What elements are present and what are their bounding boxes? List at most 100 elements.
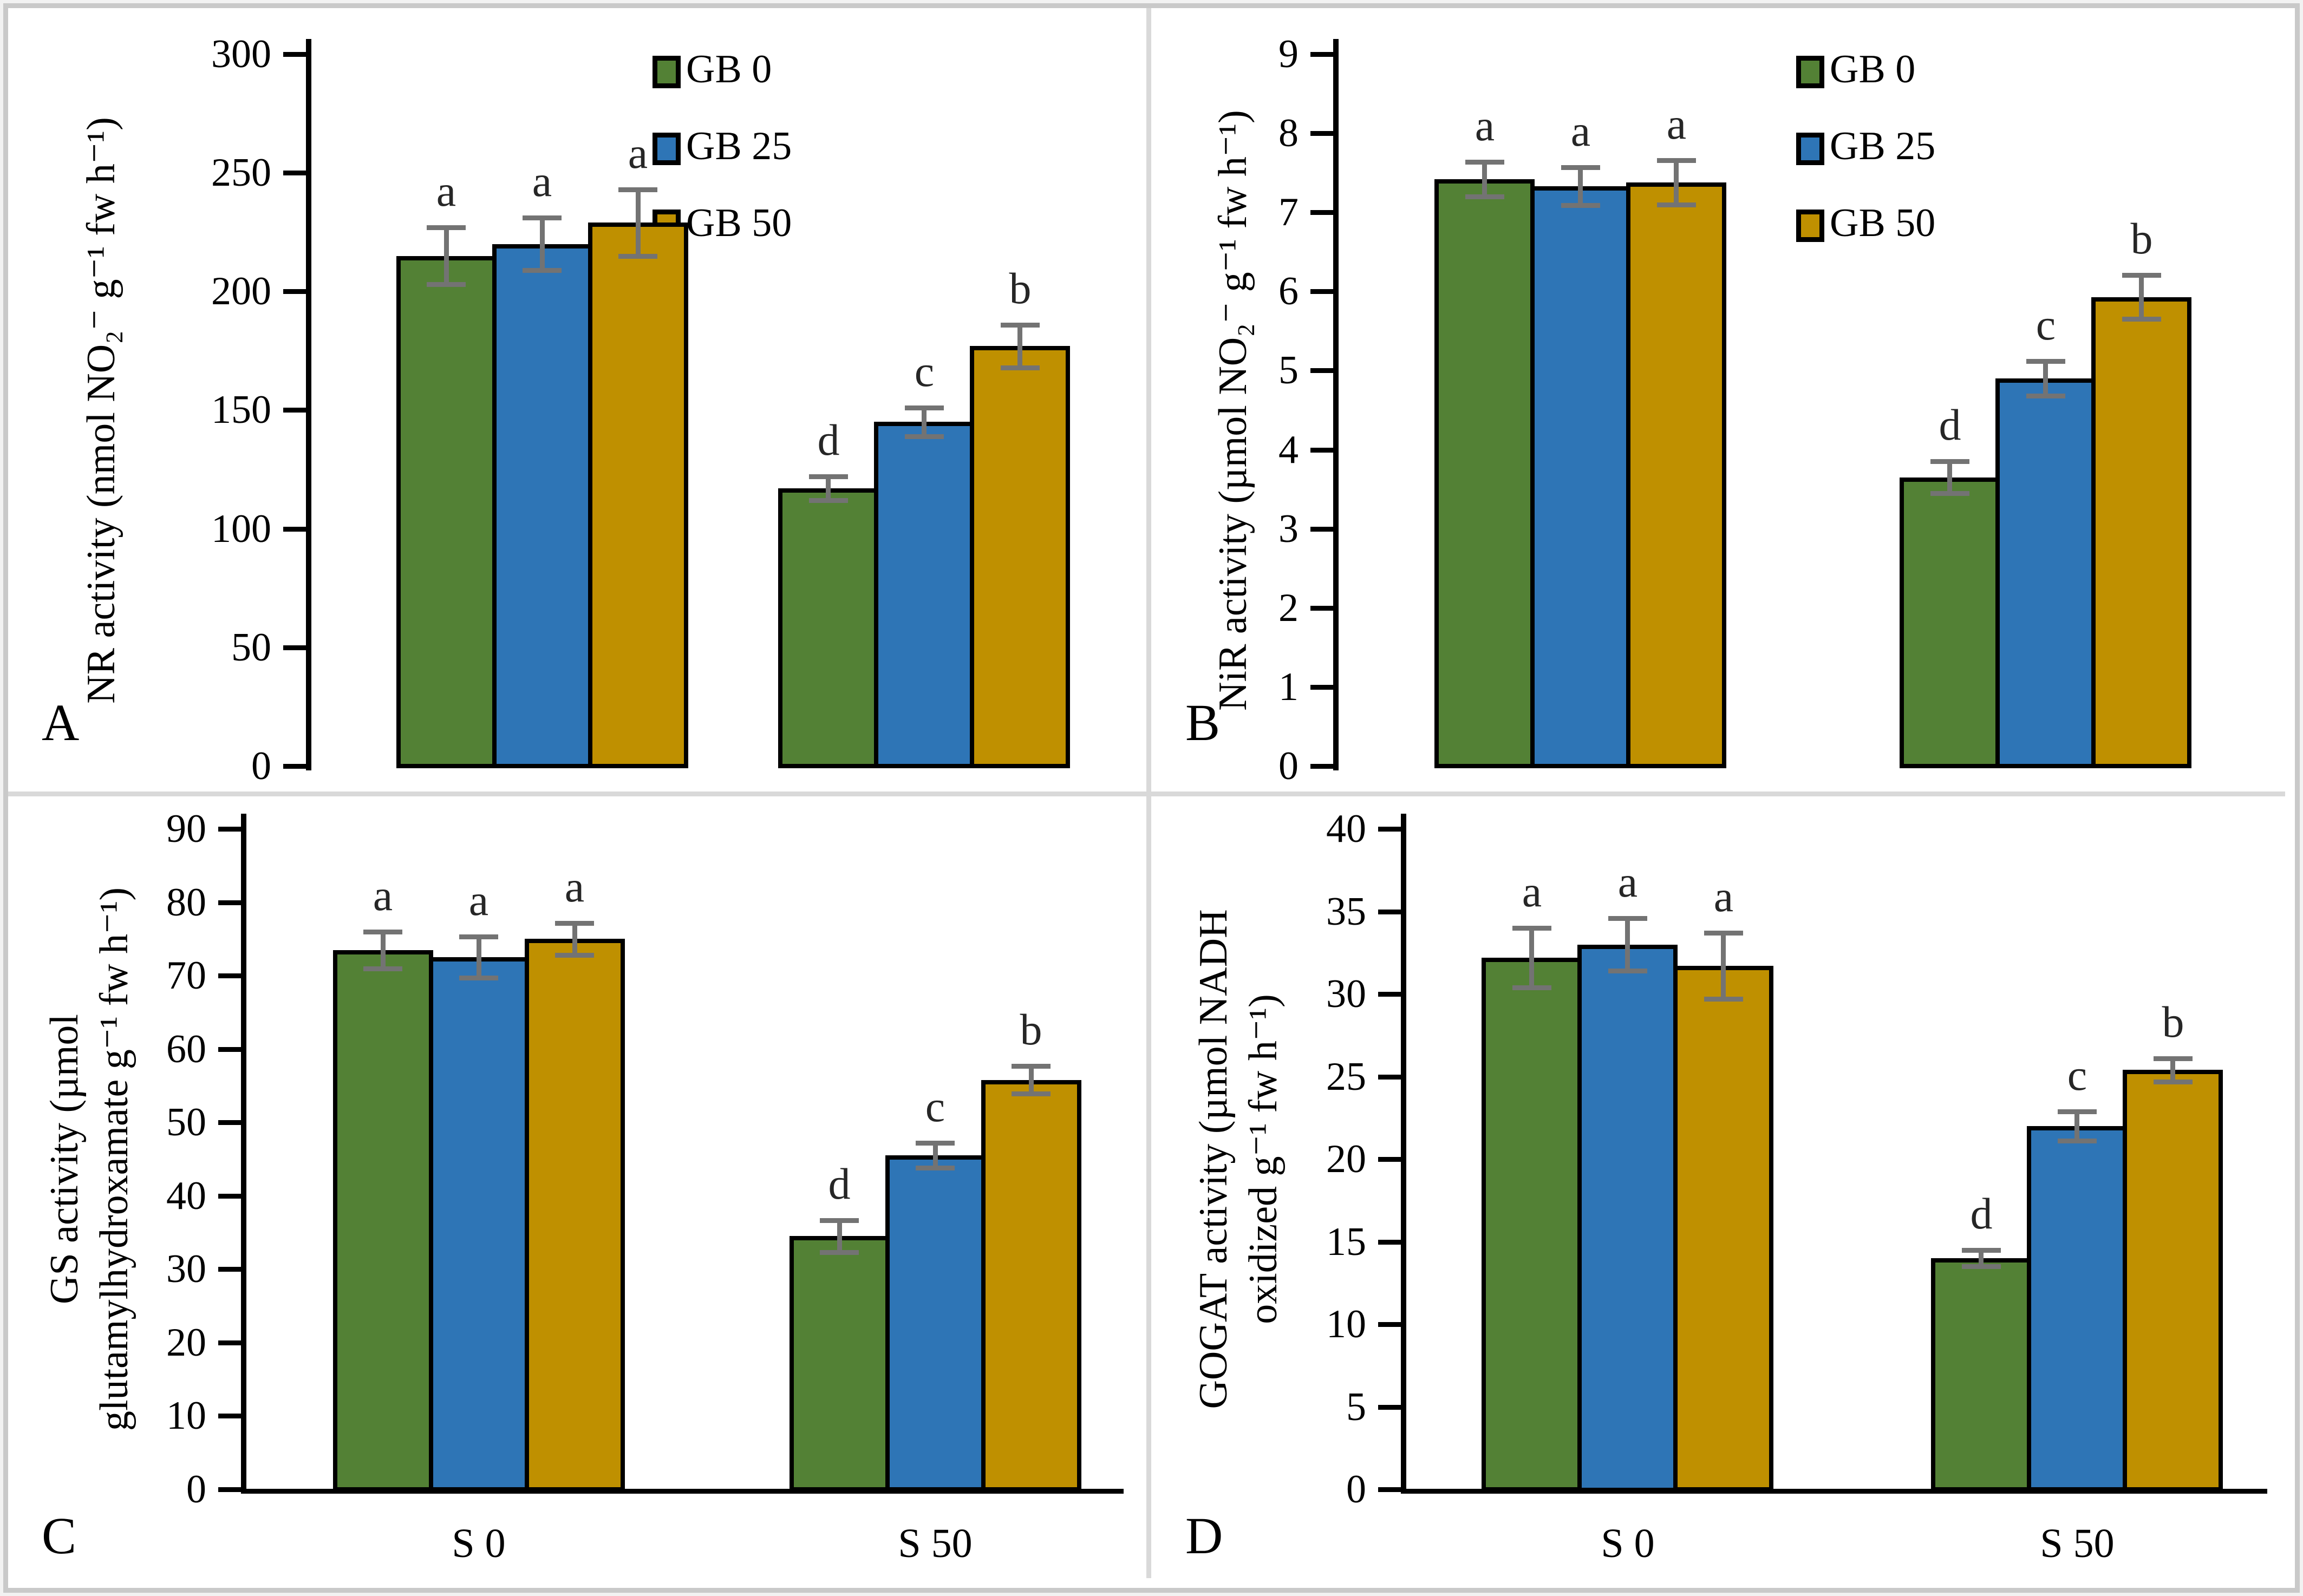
legend-swatch-icon: [1796, 210, 1824, 242]
error-bar-cap-top: [1608, 916, 1647, 921]
bar-gb25-s0: [1577, 945, 1678, 1492]
legend-label: GB 50: [686, 201, 792, 245]
y-axis-tick-label: 5: [1278, 348, 1299, 393]
y-axis-tick: [1310, 606, 1334, 611]
y-axis-title: NiR activity (µmol NO₂⁻ g⁻¹ fw h⁻¹): [1208, 110, 1258, 711]
y-axis-title-line: glutamylhydroxamate g⁻¹ fw h⁻¹): [92, 887, 136, 1431]
error-bar-stem: [1578, 167, 1583, 205]
x-axis-category-label: S 50: [898, 1521, 973, 1566]
significance-letter: b: [1020, 1005, 1042, 1054]
error-bar-cap-bottom: [1561, 203, 1600, 208]
legend-label: GB 0: [686, 47, 772, 91]
y-axis-tick: [1378, 1322, 1402, 1327]
figure-frame: 0 50 100 150 200 250 300 NR activity (nmol NO₂⁻…: [3, 3, 2300, 1593]
error-bar-cap-top: [916, 1141, 955, 1146]
significance-letter: b: [1009, 264, 1032, 313]
y-axis-tick: [218, 827, 242, 832]
error-bar-cap-top: [820, 1218, 859, 1223]
y-axis-tick: [218, 973, 242, 978]
y-axis-tick: [1310, 764, 1334, 769]
error-bar-stem: [1721, 933, 1726, 999]
error-bar-cap-top: [2026, 359, 2065, 364]
y-axis-title-line: NR activity (nmol NO₂⁻ g⁻¹ fw h⁻¹): [79, 117, 123, 704]
y-axis-tick-label: 10: [166, 1394, 206, 1438]
y-axis-tick-label: 150: [211, 388, 271, 432]
error-bar-cap-bottom: [2122, 317, 2161, 322]
y-axis-tick: [283, 52, 307, 57]
y-axis-line: [1333, 39, 1339, 770]
legend-item: GB 25: [653, 124, 934, 192]
significance-letter: a: [532, 156, 552, 206]
error-bar-cap-bottom: [2154, 1080, 2193, 1084]
x-axis-category-label: S 0: [1601, 1521, 1655, 1566]
bar-gb50-s50: [970, 346, 1070, 768]
significance-letter: c: [2067, 1050, 2087, 1100]
error-bar-stem: [1482, 162, 1487, 197]
legend-label: GB 50: [1830, 201, 1936, 245]
error-bar-cap-top: [905, 405, 944, 410]
bar-gb50-s0: [588, 223, 688, 768]
error-bar-stem: [826, 476, 831, 500]
bar-gb25-s50: [874, 422, 974, 768]
bar-gb25-s0: [1530, 186, 1630, 768]
y-axis-tick-label: 0: [1278, 744, 1299, 788]
y-axis-tick-label: 2: [1278, 586, 1299, 630]
significance-letter: a: [373, 871, 393, 920]
y-axis-tick: [1310, 52, 1334, 57]
bar-gb0-s0: [1434, 179, 1535, 768]
y-axis-title: GOGAT activity (µmol NADH oxidized g⁻¹ fw…: [1189, 909, 1288, 1409]
x-axis-line: [241, 1489, 1124, 1494]
y-axis-tick: [1378, 992, 1402, 997]
error-bar-cap-bottom: [618, 254, 657, 259]
bar-gb0-s0: [333, 950, 433, 1492]
y-axis-tick: [1310, 368, 1334, 373]
y-axis-tick-label: 60: [166, 1027, 206, 1071]
y-axis-tick: [218, 1120, 242, 1125]
significance-letter: a: [468, 875, 489, 925]
panel-letter: D: [1185, 1507, 1223, 1565]
significance-letter: a: [1522, 867, 1542, 916]
y-axis-tick-label: 90: [166, 807, 206, 851]
y-axis-title: NR activity (nmol NO₂⁻ g⁻¹ fw h⁻¹): [76, 117, 126, 703]
y-axis-tick-label: 1: [1278, 665, 1299, 709]
bar-gb25-s50: [1995, 378, 2096, 768]
y-axis-tick-label: 25: [1326, 1055, 1366, 1099]
y-axis-tick: [1378, 1487, 1402, 1492]
legend-item: GB 50: [1796, 201, 2078, 269]
y-axis-tick-label: 80: [166, 880, 206, 925]
significance-letter: c: [914, 346, 935, 396]
panel-letter: A: [42, 694, 80, 751]
error-bar-cap-top: [1465, 160, 1504, 165]
significance-letter: d: [817, 415, 840, 465]
error-bar-stem: [1017, 325, 1022, 368]
error-bar-stem: [837, 1220, 842, 1253]
panel-letter: B: [1185, 694, 1221, 751]
significance-letter: b: [2162, 997, 2184, 1046]
y-axis-tick: [283, 171, 307, 175]
error-bar-stem: [2043, 361, 2048, 396]
error-bar-cap-top: [1012, 1064, 1051, 1069]
legend-label: GB 25: [686, 124, 792, 168]
y-axis-title-line: oxidized g⁻¹ fw h⁻¹): [1241, 994, 1286, 1324]
y-axis-tick-label: 9: [1278, 32, 1299, 76]
y-axis-tick-label: 4: [1278, 428, 1299, 472]
legend: GB 0 GB 25 GB 50: [653, 47, 934, 289]
error-bar-stem: [381, 932, 386, 969]
significance-letter: a: [436, 166, 456, 215]
bar-gb0-s50: [1931, 1258, 2031, 1492]
bar-gb0-s50: [778, 488, 878, 768]
y-axis-tick-label: 0: [251, 744, 271, 788]
y-axis-tick: [1378, 910, 1402, 914]
y-axis-tick: [283, 408, 307, 413]
error-bar-cap-bottom: [1930, 491, 1969, 496]
y-axis-title-line: NiR activity (µmol NO₂⁻ g⁻¹ fw h⁻¹): [1211, 110, 1255, 711]
error-bar-stem: [572, 923, 577, 956]
y-axis-tick: [1310, 131, 1334, 136]
y-axis-tick: [218, 900, 242, 905]
significance-letter: c: [925, 1082, 945, 1131]
significance-letter: a: [1713, 872, 1734, 921]
error-bar-cap-top: [1001, 323, 1040, 328]
y-axis-tick: [1310, 448, 1334, 453]
error-bar-cap-top: [459, 934, 498, 939]
error-bar-cap-bottom: [555, 953, 594, 958]
